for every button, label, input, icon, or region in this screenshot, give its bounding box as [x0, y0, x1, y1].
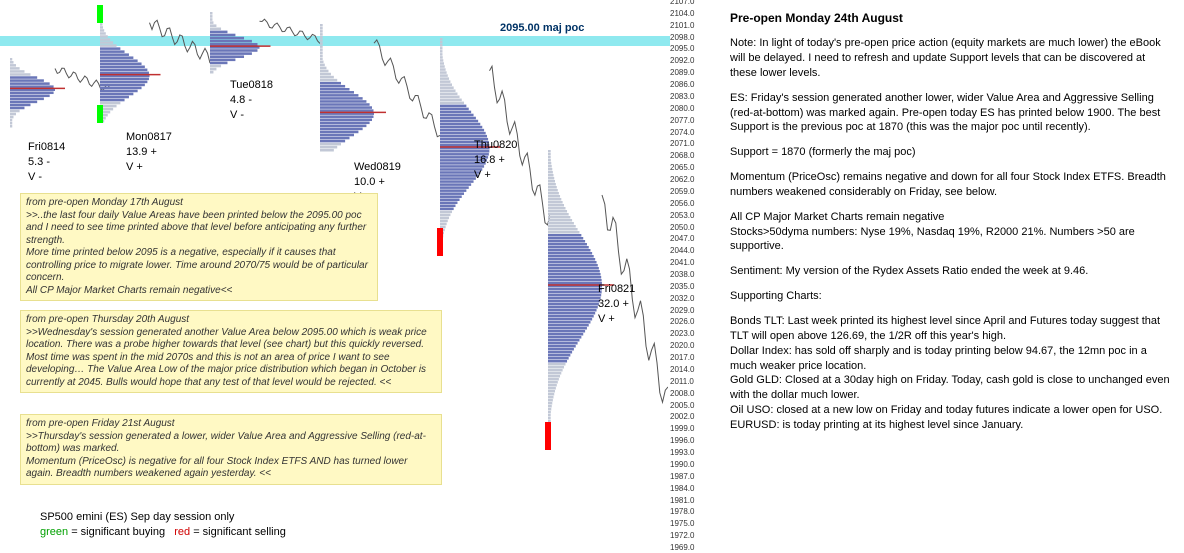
price-tick: 2098.0	[670, 34, 694, 42]
legend-red-text: = significant selling	[190, 526, 286, 538]
price-tick: 1978.0	[670, 508, 694, 516]
price-tick: 2050.0	[670, 224, 694, 232]
price-tick: 2005.0	[670, 402, 694, 410]
note-box-2: from pre-open Friday 21st August>>Thursd…	[20, 414, 442, 485]
price-tick: 2026.0	[670, 318, 694, 326]
legend-green-text: = significant buying	[68, 526, 165, 538]
price-tick: 2017.0	[670, 354, 694, 362]
price-tick: 2032.0	[670, 295, 694, 303]
commentary-para-5: Sentiment: My version of the Rydex Asset…	[730, 264, 1170, 279]
market-profile-fri0814	[10, 58, 110, 128]
price-tick: 2035.0	[670, 283, 694, 291]
legend-line-1: SP500 emini (ES) Sep day session only	[40, 510, 286, 525]
price-axis: 2107.0 2104.0 2101.0 2098.0 2095.0 2092.0 2089…	[670, 0, 718, 553]
price-tick: 2014.0	[670, 366, 694, 374]
price-tick: 1993.0	[670, 449, 694, 457]
price-tick: 1969.0	[670, 544, 694, 552]
price-tick: 2101.0	[670, 22, 694, 30]
day-label-tue0818: Tue08184.8 -V -	[230, 78, 273, 123]
price-tick: 2038.0	[670, 271, 694, 279]
sig-buying-bar	[97, 5, 103, 23]
commentary-para-3: Momentum (PriceOsc) remains negative and…	[730, 170, 1170, 200]
sig-buying-bar	[97, 105, 103, 123]
price-tick: 2071.0	[670, 140, 694, 148]
price-tick: 2074.0	[670, 129, 694, 137]
legend-green-label: green	[40, 526, 68, 538]
price-tick: 2056.0	[670, 200, 694, 208]
commentary-para-1: ES: Friday's session generated another l…	[730, 91, 1170, 136]
market-profile-tue0818	[210, 12, 320, 74]
price-tick: 2011.0	[670, 378, 694, 386]
commentary-para-4: All CP Major Market Charts remain negati…	[730, 210, 1170, 255]
legend-line-2: green = significant buying red = signifi…	[40, 525, 286, 540]
price-tick: 1999.0	[670, 425, 694, 433]
commentary-para-2: Support = 1870 (formerly the maj poc)	[730, 145, 1170, 160]
price-tick: 2044.0	[670, 247, 694, 255]
chart-legend: SP500 emini (ES) Sep day session only gr…	[40, 510, 286, 540]
price-tick: 2068.0	[670, 152, 694, 160]
price-tick: 2008.0	[670, 390, 694, 398]
poc-label: 2095.00 maj poc	[500, 22, 584, 34]
day-label-fri0814: Fri08145.3 -V -	[28, 140, 65, 185]
price-tick: 2023.0	[670, 330, 694, 338]
price-tick: 1996.0	[670, 437, 694, 445]
price-tick: 2077.0	[670, 117, 694, 125]
price-tick: 2065.0	[670, 164, 694, 172]
price-tick: 2086.0	[670, 81, 694, 89]
price-tick: 2053.0	[670, 212, 694, 220]
note-box-1: from pre-open Thursday 20th August>>Wedn…	[20, 310, 442, 393]
price-tick: 2020.0	[670, 342, 694, 350]
price-tick: 2047.0	[670, 235, 694, 243]
sig-selling-bar	[545, 422, 551, 450]
price-tick: 2083.0	[670, 93, 694, 101]
price-tick: 2041.0	[670, 259, 694, 267]
price-tick: 1990.0	[670, 461, 694, 469]
price-tick: 1975.0	[670, 520, 694, 528]
price-tick: 2089.0	[670, 69, 694, 77]
price-tick: 1972.0	[670, 532, 694, 540]
price-tick: 2107.0	[670, 0, 694, 6]
chart-area: 2095.00 maj poc Fri08145.3 -V - Mon081713…	[0, 0, 718, 553]
price-tick: 1984.0	[670, 485, 694, 493]
commentary-para-0: Note: In light of today's pre-open price…	[730, 36, 1170, 81]
legend-red-label: red	[174, 526, 190, 538]
price-tick: 2002.0	[670, 413, 694, 421]
commentary-para-6: Supporting Charts:	[730, 289, 1170, 304]
commentary-para-7: Bonds TLT: Last week printed its highest…	[730, 314, 1170, 433]
price-tick: 2080.0	[670, 105, 694, 113]
price-tick: 2029.0	[670, 307, 694, 315]
price-tick: 2095.0	[670, 45, 694, 53]
commentary-title: Pre-open Monday 24th August	[730, 10, 1170, 26]
market-profile-wed0819	[320, 24, 440, 152]
market-profile-mon0817	[100, 5, 210, 123]
price-tick: 2092.0	[670, 57, 694, 65]
day-label-fri0821: Fri082132.0 +V +	[598, 282, 635, 327]
commentary-panel: Pre-open Monday 24th August Note: In lig…	[730, 10, 1170, 443]
price-tick: 1981.0	[670, 497, 694, 505]
price-tick: 2059.0	[670, 188, 694, 196]
price-tick: 2062.0	[670, 176, 694, 184]
price-tick: 1987.0	[670, 473, 694, 481]
price-tick: 2104.0	[670, 10, 694, 18]
day-label-mon0817: Mon081713.9 +V +	[126, 130, 172, 175]
day-label-thu0820: Thu082016.8 +V +	[474, 138, 517, 183]
sig-selling-bar	[437, 228, 443, 256]
note-box-0: from pre-open Monday 17th August>>..the …	[20, 193, 378, 301]
